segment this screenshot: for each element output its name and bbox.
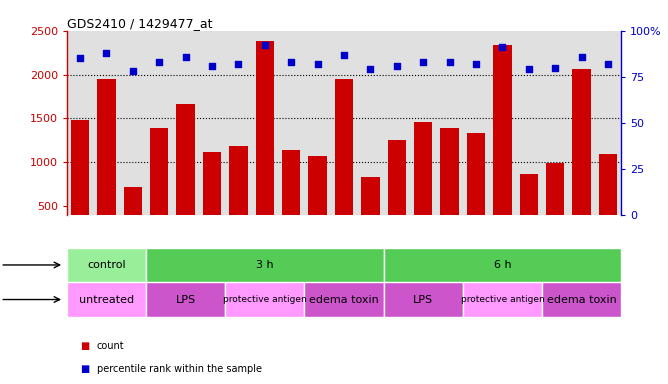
Point bbox=[550, 65, 560, 71]
Bar bbox=[146, 248, 383, 282]
Text: count: count bbox=[97, 341, 124, 351]
Bar bbox=[309, 156, 327, 250]
Point bbox=[75, 55, 86, 61]
Bar bbox=[361, 177, 379, 250]
Bar bbox=[150, 128, 168, 250]
Point bbox=[286, 59, 297, 65]
Bar bbox=[463, 282, 542, 317]
Bar bbox=[335, 79, 353, 250]
Bar bbox=[383, 248, 621, 282]
Bar bbox=[520, 174, 538, 250]
Bar bbox=[229, 146, 248, 250]
Text: protective antigen: protective antigen bbox=[460, 295, 544, 304]
Text: LPS: LPS bbox=[176, 295, 196, 305]
Point bbox=[603, 61, 613, 67]
Bar bbox=[256, 41, 274, 250]
Text: edema toxin: edema toxin bbox=[547, 295, 617, 305]
Bar bbox=[203, 152, 221, 250]
Bar bbox=[71, 120, 90, 250]
Text: edema toxin: edema toxin bbox=[309, 295, 379, 305]
Point bbox=[418, 59, 429, 65]
Point bbox=[391, 63, 402, 69]
Point bbox=[128, 68, 138, 74]
Text: percentile rank within the sample: percentile rank within the sample bbox=[97, 364, 262, 374]
Point bbox=[154, 59, 164, 65]
Text: control: control bbox=[87, 260, 126, 270]
Point bbox=[339, 51, 349, 58]
Bar bbox=[467, 132, 485, 250]
Point bbox=[444, 59, 455, 65]
Bar bbox=[146, 282, 225, 317]
Bar bbox=[305, 282, 383, 317]
Bar bbox=[440, 128, 459, 250]
Point bbox=[312, 61, 323, 67]
Point bbox=[497, 44, 508, 50]
Point bbox=[524, 66, 534, 73]
Point bbox=[365, 66, 376, 73]
Point bbox=[259, 42, 270, 48]
Bar bbox=[599, 154, 617, 250]
Point bbox=[206, 63, 217, 69]
Bar bbox=[542, 282, 621, 317]
Point bbox=[576, 53, 587, 60]
Bar bbox=[67, 248, 146, 282]
Bar bbox=[225, 282, 305, 317]
Point bbox=[101, 50, 112, 56]
Point bbox=[471, 61, 482, 67]
Bar bbox=[414, 122, 432, 250]
Bar bbox=[282, 150, 301, 250]
Text: untreated: untreated bbox=[79, 295, 134, 305]
Point bbox=[180, 53, 191, 60]
Bar bbox=[176, 104, 195, 250]
Point bbox=[233, 61, 244, 67]
Text: LPS: LPS bbox=[413, 295, 434, 305]
Text: 3 h: 3 h bbox=[256, 260, 274, 270]
Text: ■: ■ bbox=[80, 364, 90, 374]
Bar bbox=[572, 70, 591, 250]
Bar bbox=[67, 282, 146, 317]
Bar bbox=[546, 163, 564, 250]
Text: protective antigen: protective antigen bbox=[223, 295, 307, 304]
Text: ■: ■ bbox=[80, 341, 90, 351]
Bar bbox=[383, 282, 463, 317]
Bar bbox=[97, 79, 116, 250]
Bar bbox=[387, 139, 406, 250]
Bar bbox=[124, 187, 142, 250]
Bar bbox=[493, 45, 512, 250]
Text: 6 h: 6 h bbox=[494, 260, 511, 270]
Text: GDS2410 / 1429477_at: GDS2410 / 1429477_at bbox=[67, 17, 212, 30]
